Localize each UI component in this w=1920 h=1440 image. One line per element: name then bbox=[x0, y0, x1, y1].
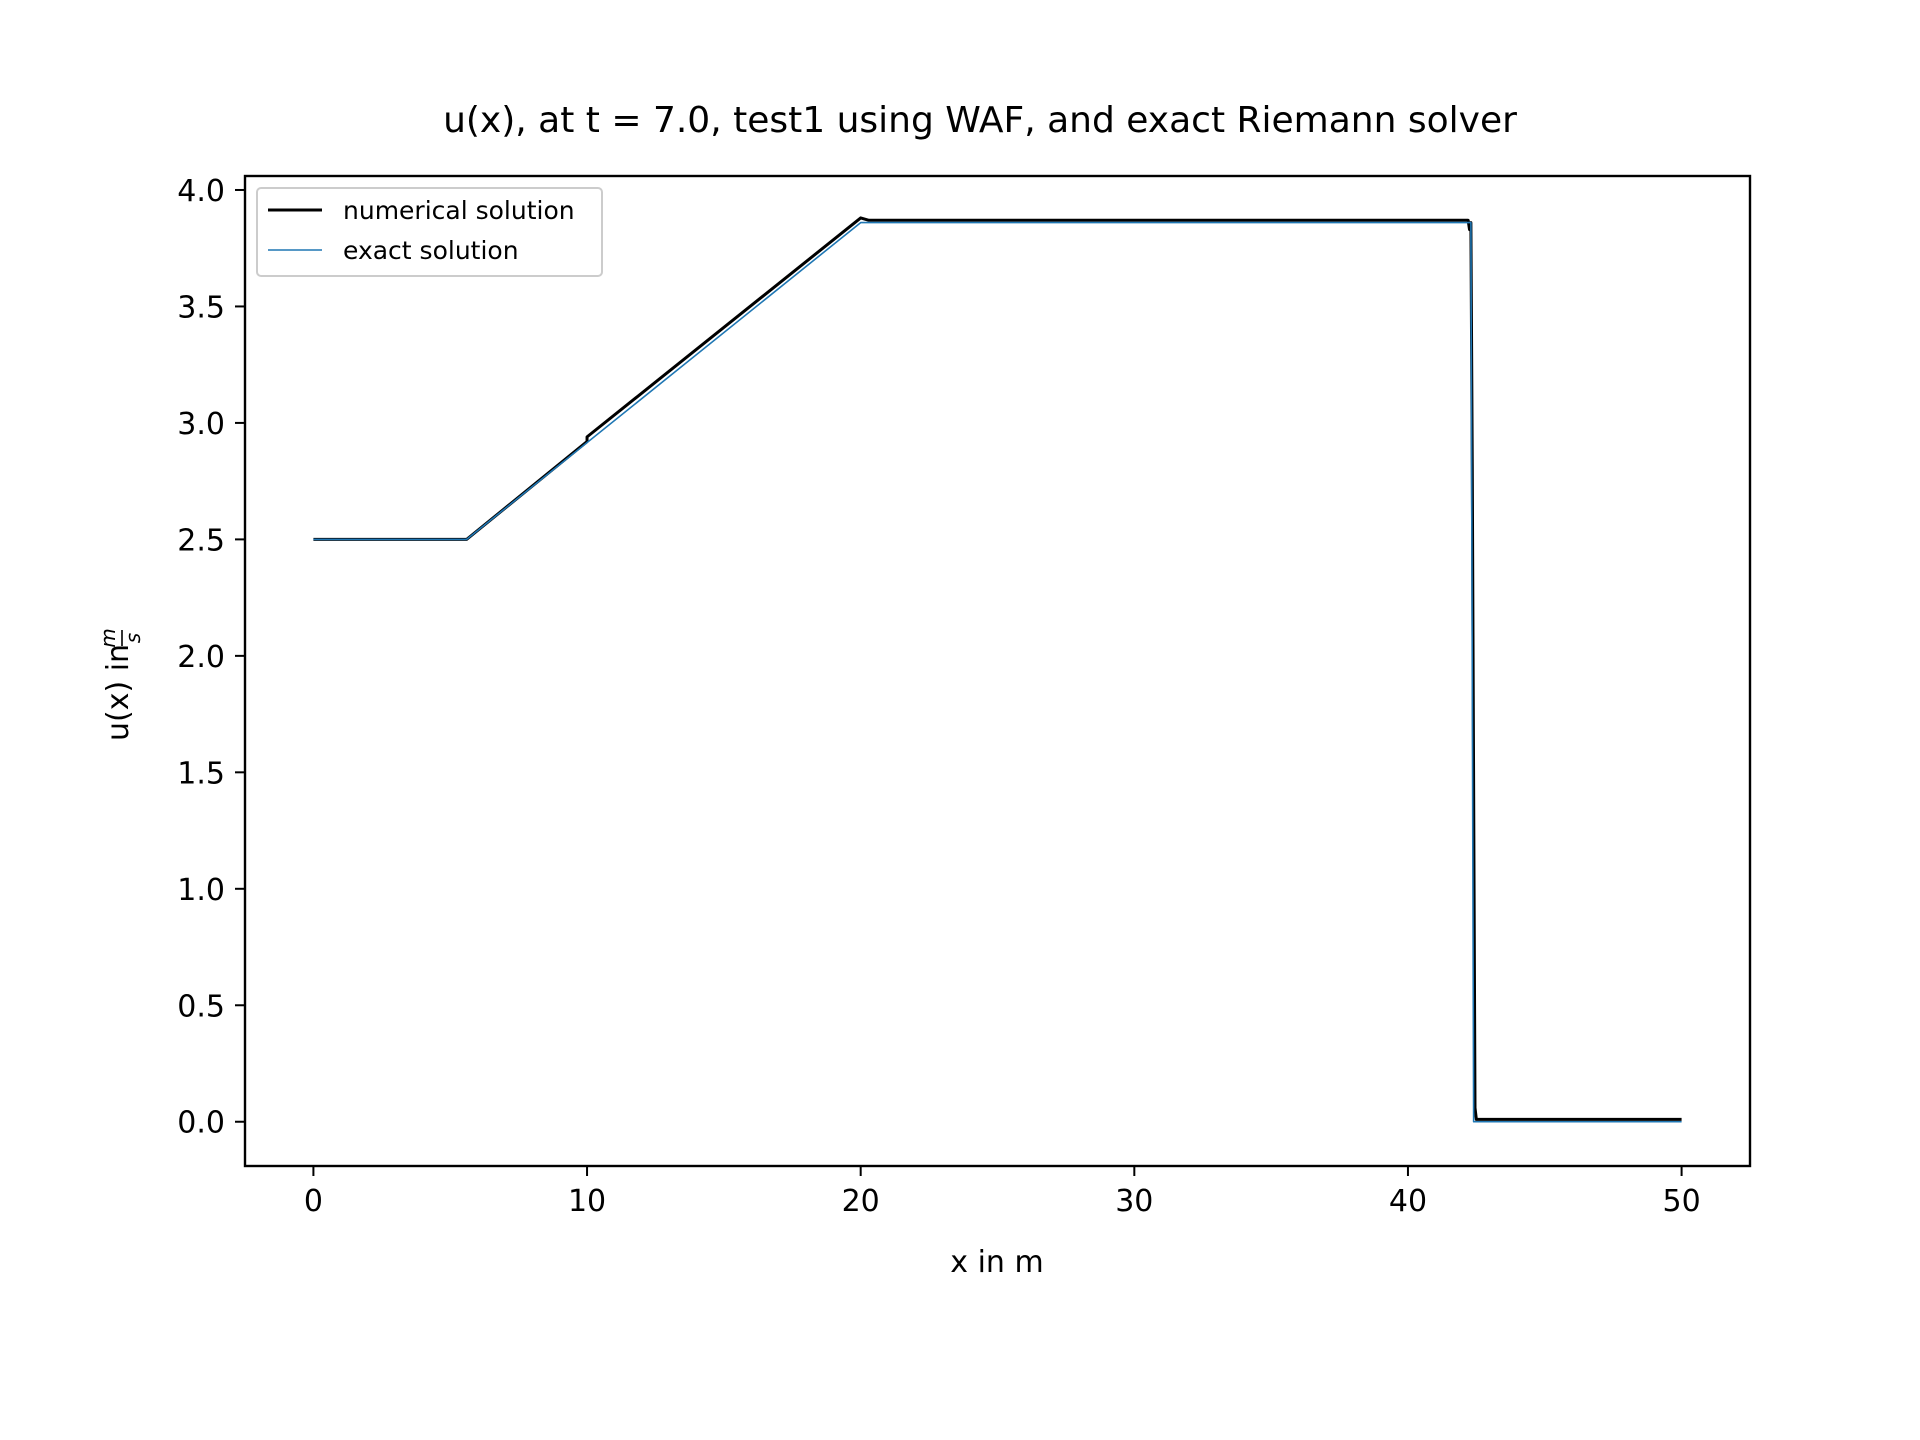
plot-frame bbox=[243, 174, 1752, 1168]
legend: numerical solution exact solution bbox=[256, 187, 603, 277]
x-tick-label: 30 bbox=[1115, 1184, 1153, 1219]
exact-solution-line bbox=[313, 221, 1682, 1123]
x-tick-label: 20 bbox=[842, 1184, 880, 1219]
y-axis-unit-numerator: m bbox=[96, 628, 120, 647]
x-tick-label: 0 bbox=[304, 1184, 323, 1219]
legend-box bbox=[256, 187, 603, 277]
x-ticks: 0 10 20 30 40 50 bbox=[304, 1166, 1701, 1219]
y-tick-label: 2.5 bbox=[177, 523, 225, 558]
numerical-solution-line bbox=[313, 216, 1682, 1121]
y-tick-label: 1.0 bbox=[177, 873, 225, 908]
y-tick-label: 0.5 bbox=[177, 989, 225, 1024]
y-tick-label: 3.5 bbox=[177, 290, 225, 325]
x-tick-label: 50 bbox=[1662, 1184, 1700, 1219]
y-tick-label: 2.0 bbox=[177, 640, 225, 675]
y-tick-label: 3.0 bbox=[177, 407, 225, 442]
y-axis-label-prefix: u(x) in bbox=[101, 644, 136, 741]
y-axis-unit-denominator: s bbox=[121, 633, 145, 643]
x-tick-label: 10 bbox=[568, 1184, 606, 1219]
y-tick-label: 0.0 bbox=[177, 1106, 225, 1141]
legend-label-numerical: numerical solution bbox=[343, 196, 575, 225]
chart-title: u(x), at t = 7.0, test1 using WAF, and e… bbox=[443, 100, 1517, 141]
y-tick-label: 1.5 bbox=[177, 756, 225, 791]
y-axis-label: u(x) in m s bbox=[96, 628, 145, 741]
y-ticks: 0.0 0.5 1.0 1.5 2.0 2.5 3.0 3.5 4.0 bbox=[177, 174, 245, 1141]
y-tick-label: 4.0 bbox=[177, 174, 225, 209]
legend-label-exact: exact solution bbox=[343, 236, 519, 265]
plot-lines bbox=[313, 216, 1682, 1123]
x-axis-label: x in m bbox=[950, 1245, 1043, 1280]
x-tick-label: 40 bbox=[1389, 1184, 1427, 1219]
